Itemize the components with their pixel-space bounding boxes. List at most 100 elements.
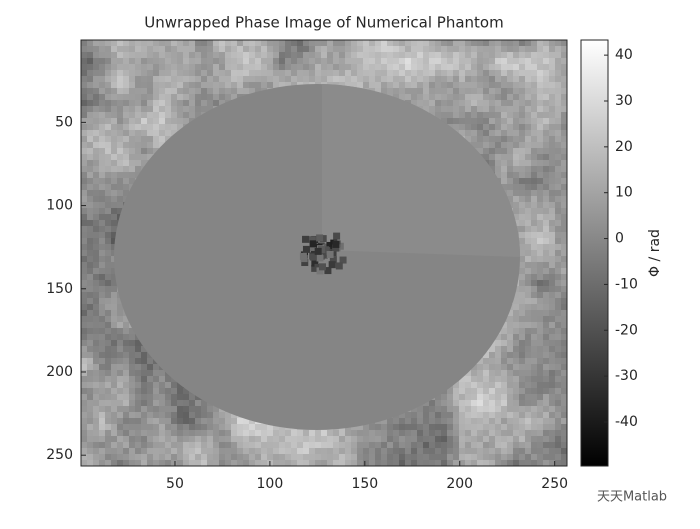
image-cell bbox=[249, 88, 256, 95]
image-cell bbox=[519, 346, 526, 353]
image-cell bbox=[501, 136, 508, 143]
image-cell bbox=[489, 400, 496, 407]
image-cell bbox=[495, 58, 502, 65]
image-cell bbox=[519, 370, 526, 377]
image-cell bbox=[99, 160, 106, 167]
image-cell bbox=[129, 406, 136, 413]
image-cell bbox=[141, 88, 148, 95]
image-cell bbox=[561, 274, 567, 281]
image-cell bbox=[117, 394, 124, 401]
image-cell bbox=[537, 82, 544, 89]
image-cell bbox=[537, 262, 544, 269]
image-cell bbox=[543, 40, 550, 47]
image-cell bbox=[513, 136, 520, 143]
image-cell bbox=[543, 118, 550, 125]
image-cell bbox=[141, 358, 148, 365]
image-cell bbox=[501, 154, 508, 161]
image-cell bbox=[81, 346, 88, 353]
image-cell bbox=[555, 70, 562, 77]
image-cell bbox=[429, 106, 436, 113]
image-cell bbox=[219, 88, 226, 95]
image-cell bbox=[555, 238, 562, 245]
image-cell bbox=[93, 58, 100, 65]
image-cell bbox=[519, 52, 526, 59]
image-cell bbox=[207, 100, 214, 107]
image-cell bbox=[537, 88, 544, 95]
image-cell bbox=[495, 46, 502, 53]
image-cell bbox=[543, 214, 550, 221]
image-cell bbox=[147, 124, 154, 131]
image-cell bbox=[87, 280, 94, 287]
image-cell bbox=[111, 160, 118, 167]
image-cell bbox=[159, 406, 166, 413]
image-cell bbox=[435, 394, 442, 401]
image-cell bbox=[447, 46, 454, 53]
image-cell bbox=[105, 400, 112, 407]
image-cell bbox=[543, 88, 550, 95]
image-cell bbox=[489, 346, 496, 353]
image-cell bbox=[93, 406, 100, 413]
image-cell bbox=[81, 58, 88, 65]
image-cell bbox=[423, 46, 430, 53]
image-cell bbox=[555, 310, 562, 317]
image-cell bbox=[249, 70, 256, 77]
image-cell bbox=[201, 82, 208, 89]
image-cell bbox=[165, 64, 172, 71]
image-cell bbox=[513, 340, 520, 347]
image-cell bbox=[531, 94, 538, 101]
image-cell bbox=[105, 106, 112, 113]
image-cell bbox=[543, 238, 550, 245]
image-cell bbox=[81, 322, 88, 329]
image-cell bbox=[153, 406, 160, 413]
image-cell bbox=[153, 136, 160, 143]
image-cell bbox=[543, 292, 550, 299]
image-cell bbox=[87, 388, 94, 395]
image-cell bbox=[81, 184, 88, 191]
image-cell bbox=[507, 322, 514, 329]
image-cell bbox=[219, 64, 226, 71]
image-cell bbox=[123, 130, 130, 137]
image-cell bbox=[429, 58, 436, 65]
image-cell bbox=[105, 40, 112, 47]
image-cell bbox=[237, 64, 244, 71]
image-cell bbox=[81, 106, 88, 113]
image-cell bbox=[537, 352, 544, 359]
image-cell bbox=[129, 400, 136, 407]
image-cell bbox=[405, 52, 412, 59]
image-cell bbox=[117, 310, 124, 317]
image-cell bbox=[447, 58, 454, 65]
image-cell bbox=[369, 76, 376, 83]
image-cell bbox=[141, 100, 148, 107]
image-cell bbox=[111, 406, 118, 413]
image-cell bbox=[543, 256, 550, 263]
image-cell bbox=[561, 232, 567, 239]
image-cell bbox=[99, 106, 106, 113]
image-cell bbox=[153, 88, 160, 95]
image-cell bbox=[297, 70, 304, 77]
image-cell bbox=[135, 154, 142, 161]
image-cell bbox=[519, 136, 526, 143]
image-cell bbox=[459, 70, 466, 77]
image-cell bbox=[561, 52, 567, 59]
image-cell bbox=[411, 52, 418, 59]
image-cell bbox=[549, 202, 556, 209]
image-cell bbox=[153, 394, 160, 401]
image-cell bbox=[447, 394, 454, 401]
image-cell bbox=[543, 376, 550, 383]
image-cell bbox=[183, 88, 190, 95]
image-cell bbox=[81, 376, 88, 383]
image-cell bbox=[531, 340, 538, 347]
image-cell bbox=[495, 112, 502, 119]
image-cell bbox=[339, 70, 346, 77]
image-cell bbox=[117, 340, 124, 347]
image-cell bbox=[135, 40, 142, 47]
image-cell bbox=[93, 334, 100, 341]
image-cell bbox=[183, 58, 190, 65]
image-cell bbox=[513, 214, 520, 221]
image-cell bbox=[465, 58, 472, 65]
image-cell bbox=[525, 232, 532, 239]
image-cell bbox=[543, 178, 550, 185]
image-cell bbox=[153, 364, 160, 371]
image-cell bbox=[93, 190, 100, 197]
image-cell bbox=[549, 58, 556, 65]
